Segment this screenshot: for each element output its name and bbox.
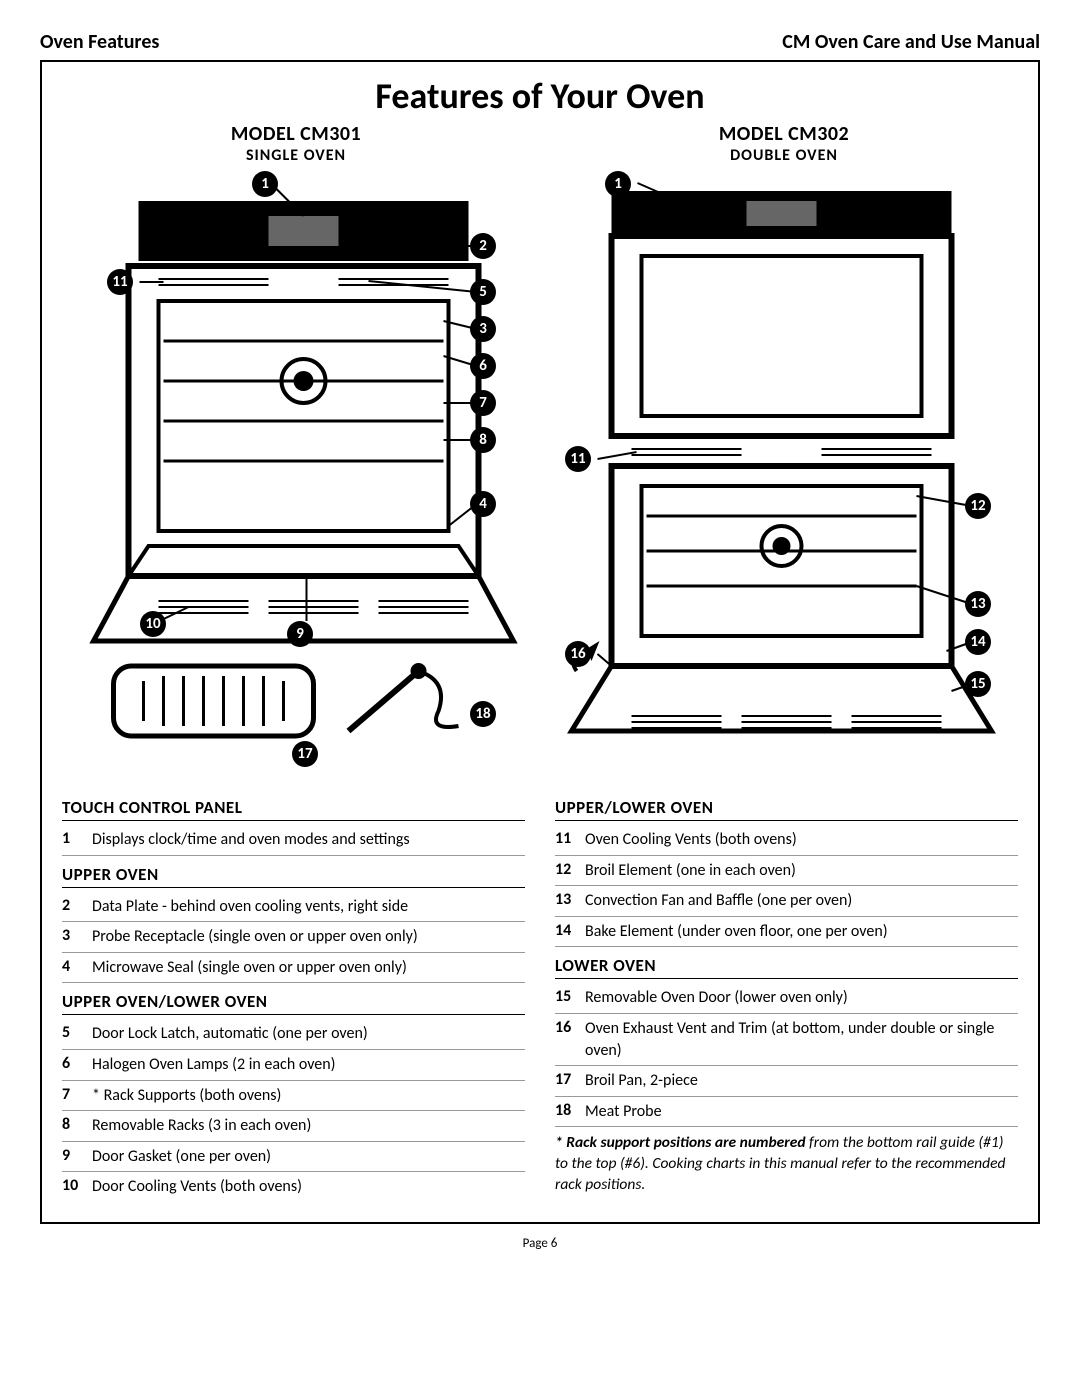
legend-text: * Rack Supports (both ovens) bbox=[92, 1085, 525, 1107]
legend-row: 5Door Lock Latch, automatic (one per ove… bbox=[62, 1019, 525, 1050]
legend-row: 9Door Gasket (one per oven) bbox=[62, 1142, 525, 1173]
legend-right-col: Upper/Lower Oven 11Oven Cooling Vents (bo… bbox=[555, 789, 1018, 1202]
legend-text: Door Gasket (one per oven) bbox=[92, 1146, 525, 1168]
legend-section: Lower Oven bbox=[555, 955, 1018, 979]
legend-text: Bake Element (under oven floor, one per … bbox=[585, 921, 1018, 943]
legend-text: Convection Fan and Baffle (one per oven) bbox=[585, 890, 1018, 912]
footnote: * Rack support positions are numbered fr… bbox=[555, 1133, 1018, 1196]
callout-18: 18 bbox=[470, 701, 496, 727]
legend-row: 12Broil Element (one in each oven) bbox=[555, 856, 1018, 887]
header-right: CM Oven Care and Use Manual bbox=[782, 30, 1040, 54]
diagram-single-oven: 1 2 11 5 3 6 7 8 4 10 9 18 17 bbox=[62, 171, 535, 771]
legend-row: 16Oven Exhaust Vent and Trim (at bottom,… bbox=[555, 1014, 1018, 1066]
legend-num: 9 bbox=[62, 1146, 92, 1165]
main-frame: Features of Your Oven MODEL CM301 SINGLE… bbox=[40, 60, 1040, 1224]
legend-num: 6 bbox=[62, 1054, 92, 1073]
legend-num: 18 bbox=[555, 1101, 585, 1120]
legend-num: 1 bbox=[62, 829, 92, 848]
callout-10: 10 bbox=[140, 611, 166, 637]
legend-text: Halogen Oven Lamps (2 in each oven) bbox=[92, 1054, 525, 1076]
callout-14: 14 bbox=[965, 629, 991, 655]
diagram-double-oven: 1111213141516 bbox=[545, 171, 1018, 771]
model-left-name: MODEL CM301 bbox=[62, 122, 530, 146]
legend-text: Probe Receptacle (single oven or upper o… bbox=[92, 926, 525, 948]
legend-num: 4 bbox=[62, 957, 92, 976]
legend-text: Removable Racks (3 in each oven) bbox=[92, 1115, 525, 1137]
legend-text: Data Plate - behind oven cooling vents, … bbox=[92, 896, 525, 918]
legend-num: 7 bbox=[62, 1085, 92, 1104]
legend-num: 2 bbox=[62, 896, 92, 915]
legend-row: 1Displays clock/time and oven modes and … bbox=[62, 825, 525, 856]
legend-row: 8Removable Racks (3 in each oven) bbox=[62, 1111, 525, 1142]
legend-num: 13 bbox=[555, 890, 585, 909]
callout-17: 17 bbox=[292, 741, 318, 767]
legend-text: Meat Probe bbox=[585, 1101, 1018, 1123]
model-right-name: MODEL CM302 bbox=[550, 122, 1018, 146]
callout-3: 3 bbox=[470, 316, 496, 342]
legend-row: 18Meat Probe bbox=[555, 1097, 1018, 1128]
callout-2: 2 bbox=[470, 233, 496, 259]
page-title: Features of Your Oven bbox=[62, 74, 1018, 118]
legend-num: 11 bbox=[555, 829, 585, 848]
legend-text: Oven Cooling Vents (both ovens) bbox=[585, 829, 1018, 851]
callout-5: 5 bbox=[470, 279, 496, 305]
callout-1: 1 bbox=[252, 171, 278, 197]
legend-num: 8 bbox=[62, 1115, 92, 1134]
legend-row: 14Bake Element (under oven floor, one pe… bbox=[555, 917, 1018, 948]
callout-4: 4 bbox=[470, 491, 496, 517]
legend-num: 14 bbox=[555, 921, 585, 940]
legend-num: 10 bbox=[62, 1176, 92, 1195]
legend-text: Broil Pan, 2-piece bbox=[585, 1070, 1018, 1092]
legend-section: Upper Oven/Lower Oven bbox=[62, 991, 525, 1015]
legend-text: Door Lock Latch, automatic (one per oven… bbox=[92, 1023, 525, 1045]
legend-row: 15Removable Oven Door (lower oven only) bbox=[555, 983, 1018, 1014]
legend-num: 17 bbox=[555, 1070, 585, 1089]
callout-11: 11 bbox=[107, 269, 133, 295]
legend-row: 4Microwave Seal (single oven or upper ov… bbox=[62, 953, 525, 984]
callout-11: 11 bbox=[565, 446, 591, 472]
legend-section: Touch Control Panel bbox=[62, 797, 525, 821]
legend-row: 3Probe Receptacle (single oven or upper … bbox=[62, 922, 525, 953]
legend-row: 6Halogen Oven Lamps (2 in each oven) bbox=[62, 1050, 525, 1081]
legend-num: 5 bbox=[62, 1023, 92, 1042]
legend-text: Broil Element (one in each oven) bbox=[585, 860, 1018, 882]
callout-1: 1 bbox=[605, 171, 631, 197]
legend-section: Upper Oven bbox=[62, 864, 525, 888]
header-left: Oven Features bbox=[40, 30, 159, 54]
page-number: Page 6 bbox=[40, 1236, 1040, 1251]
legend-text: Door Cooling Vents (both ovens) bbox=[92, 1176, 525, 1198]
callout-6: 6 bbox=[470, 353, 496, 379]
callout-12: 12 bbox=[965, 493, 991, 519]
callout-9: 9 bbox=[287, 621, 313, 647]
legend-row: 13Convection Fan and Baffle (one per ove… bbox=[555, 886, 1018, 917]
legend-section: Upper/Lower Oven bbox=[555, 797, 1018, 821]
model-right-sub: DOUBLE OVEN bbox=[550, 146, 1018, 165]
callout-7: 7 bbox=[470, 390, 496, 416]
legend-row: 2Data Plate - behind oven cooling vents,… bbox=[62, 892, 525, 923]
legend-text: Displays clock/time and oven modes and s… bbox=[92, 829, 525, 851]
legend-num: 12 bbox=[555, 860, 585, 879]
model-left-sub: SINGLE OVEN bbox=[62, 146, 530, 165]
legend-num: 3 bbox=[62, 926, 92, 945]
callout-8: 8 bbox=[470, 427, 496, 453]
callout-13: 13 bbox=[965, 591, 991, 617]
legend-row: 17Broil Pan, 2-piece bbox=[555, 1066, 1018, 1097]
legend-text: Oven Exhaust Vent and Trim (at bottom, u… bbox=[585, 1018, 1018, 1061]
legend-row: 10Door Cooling Vents (both ovens) bbox=[62, 1172, 525, 1202]
legend-num: 16 bbox=[555, 1018, 585, 1037]
legend-text: Microwave Seal (single oven or upper ove… bbox=[92, 957, 525, 979]
legend-row: 11Oven Cooling Vents (both ovens) bbox=[555, 825, 1018, 856]
callout-15: 15 bbox=[965, 671, 991, 697]
legend-num: 15 bbox=[555, 987, 585, 1006]
legend-text: Removable Oven Door (lower oven only) bbox=[585, 987, 1018, 1009]
legend-row: 7* Rack Supports (both ovens) bbox=[62, 1081, 525, 1112]
legend-left-col: Touch Control Panel 1Displays clock/time … bbox=[62, 789, 525, 1202]
callout-16: 16 bbox=[565, 641, 591, 667]
